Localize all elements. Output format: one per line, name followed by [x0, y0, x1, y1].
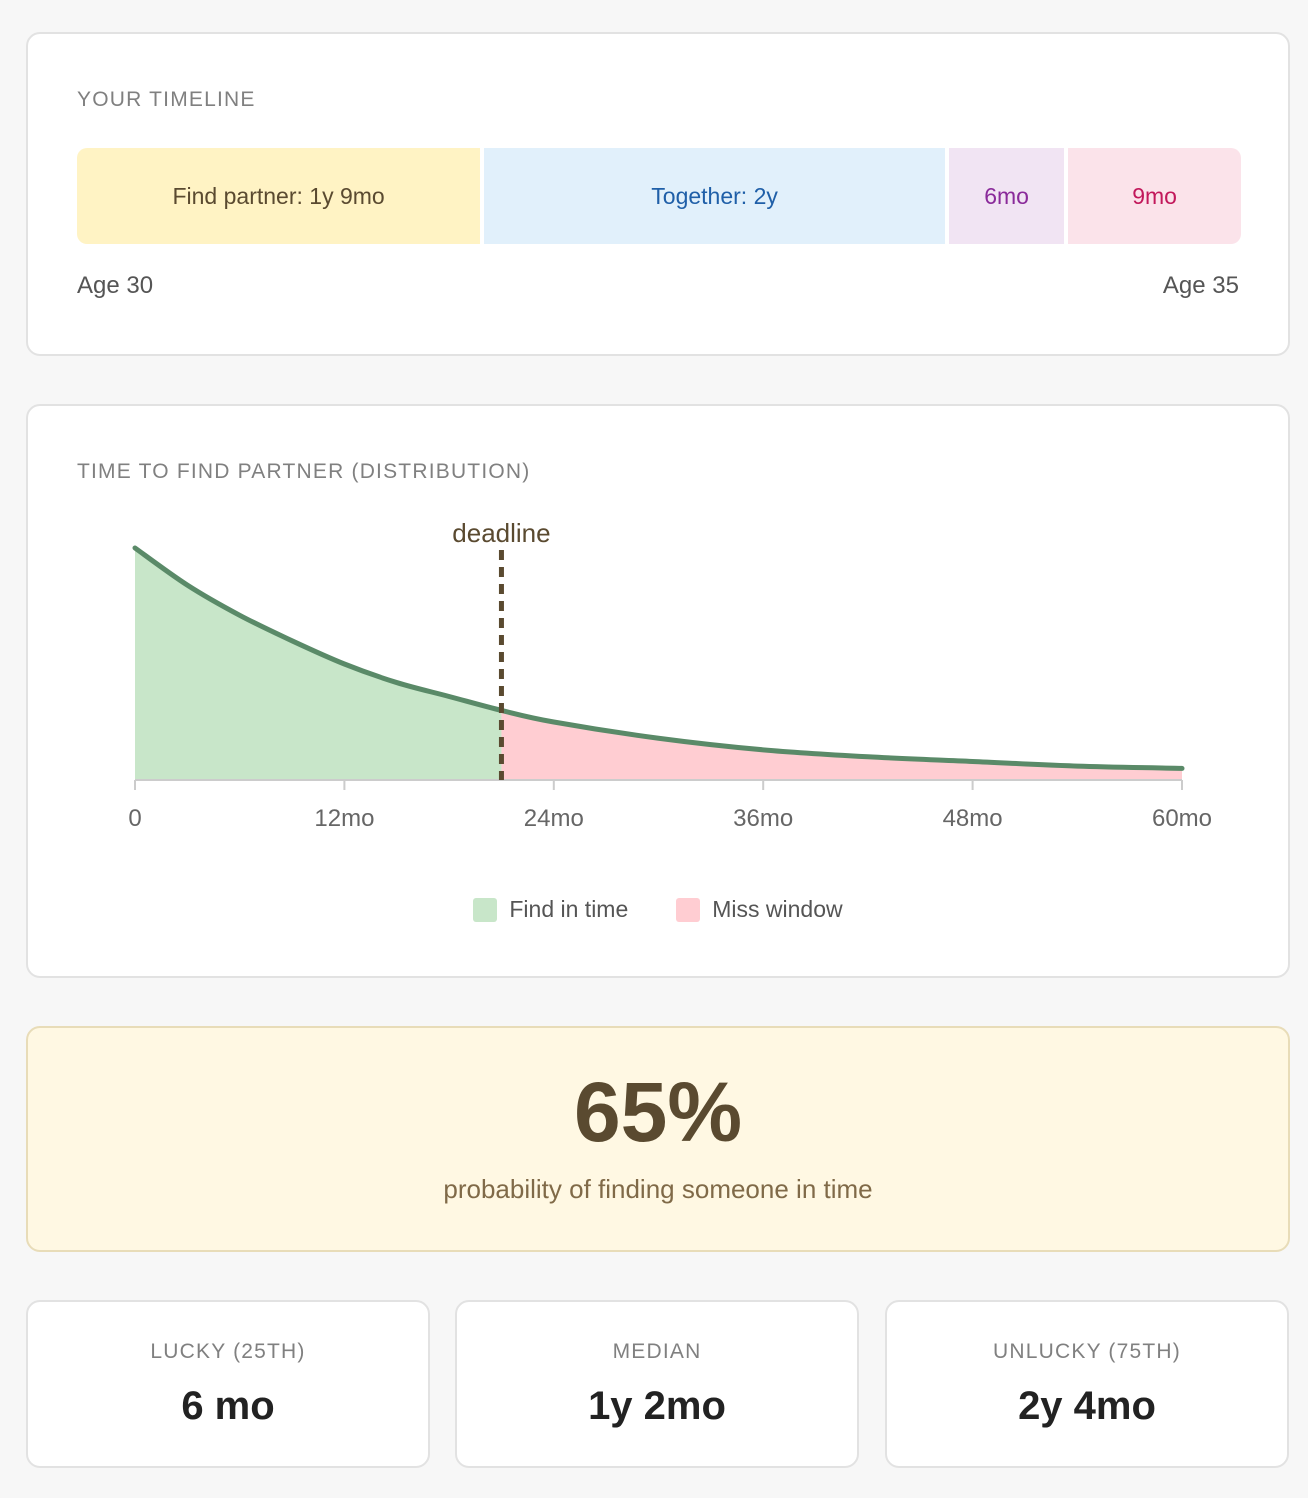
chart-legend: Find in time Miss window — [28, 896, 1288, 923]
deadline-label: deadline — [452, 518, 550, 548]
timeline-start-age: Age 30 — [77, 272, 154, 299]
probability-card: 65% probability of finding someone in ti… — [26, 1026, 1290, 1252]
timeline-end-age: Age 35 — [1162, 272, 1239, 299]
legend-item-in-time: Find in time — [473, 896, 628, 923]
stat-value-unlucky: 2y 4mo — [1018, 1384, 1156, 1428]
stat-label-unlucky: UNLUCKY (75TH) — [993, 1340, 1181, 1363]
stat-card-median: MEDIAN 1y 2mo — [455, 1300, 859, 1468]
stat-card-lucky: LUCKY (25TH) 6 mo — [26, 1300, 430, 1468]
legend-item-miss: Miss window — [676, 896, 843, 923]
x-tick-label: 48mo — [943, 805, 1003, 832]
stat-label-median: MEDIAN — [612, 1340, 702, 1363]
stat-value-median: 1y 2mo — [588, 1384, 726, 1428]
x-tick-label: 60mo — [1152, 805, 1212, 832]
area-miss-window — [501, 710, 1182, 780]
timeline-card: YOUR TIMELINE Find partner: 1y 9mo Toget… — [26, 32, 1290, 356]
x-tick-label: 36mo — [733, 805, 793, 832]
timeline-segment-together: Together: 2y — [480, 148, 945, 244]
timeline-segment-find-partner: Find partner: 1y 9mo — [77, 148, 481, 244]
legend-label-in-time: Find in time — [509, 896, 629, 922]
timeline-segment-fourth: 9mo — [1064, 148, 1241, 244]
stat-value-lucky: 6 mo — [181, 1384, 275, 1428]
probability-value: 65% — [573, 1065, 743, 1159]
x-tick-label: 24mo — [524, 805, 584, 832]
stat-label-lucky: LUCKY (25TH) — [150, 1340, 306, 1363]
timeline-segment-third: 6mo — [945, 148, 1065, 244]
timeline-title: YOUR TIMELINE — [77, 88, 256, 111]
area-find-in-time — [135, 548, 502, 780]
distribution-chart: 0 12mo 24mo 36mo 48mo 60mo deadline — [128, 518, 1212, 832]
legend-swatch-miss — [676, 897, 701, 922]
distribution-card: TIME TO FIND PARTNER (DISTRIBUTION) 0 12m… — [26, 404, 1290, 978]
distribution-title: TIME TO FIND PARTNER (DISTRIBUTION) — [77, 460, 531, 483]
probability-caption: probability of finding someone in time — [443, 1174, 873, 1204]
legend-label-miss: Miss window — [712, 896, 843, 922]
stat-card-unlucky: UNLUCKY (75TH) 2y 4mo — [885, 1300, 1289, 1468]
x-tick-label: 12mo — [314, 805, 374, 832]
distribution-curve — [132, 545, 1185, 771]
timeline-bar: Find partner: 1y 9mo Together: 2y 6mo 9m… — [77, 148, 1241, 244]
legend-swatch-in-time — [473, 897, 498, 922]
x-tick-label: 0 — [128, 805, 141, 832]
